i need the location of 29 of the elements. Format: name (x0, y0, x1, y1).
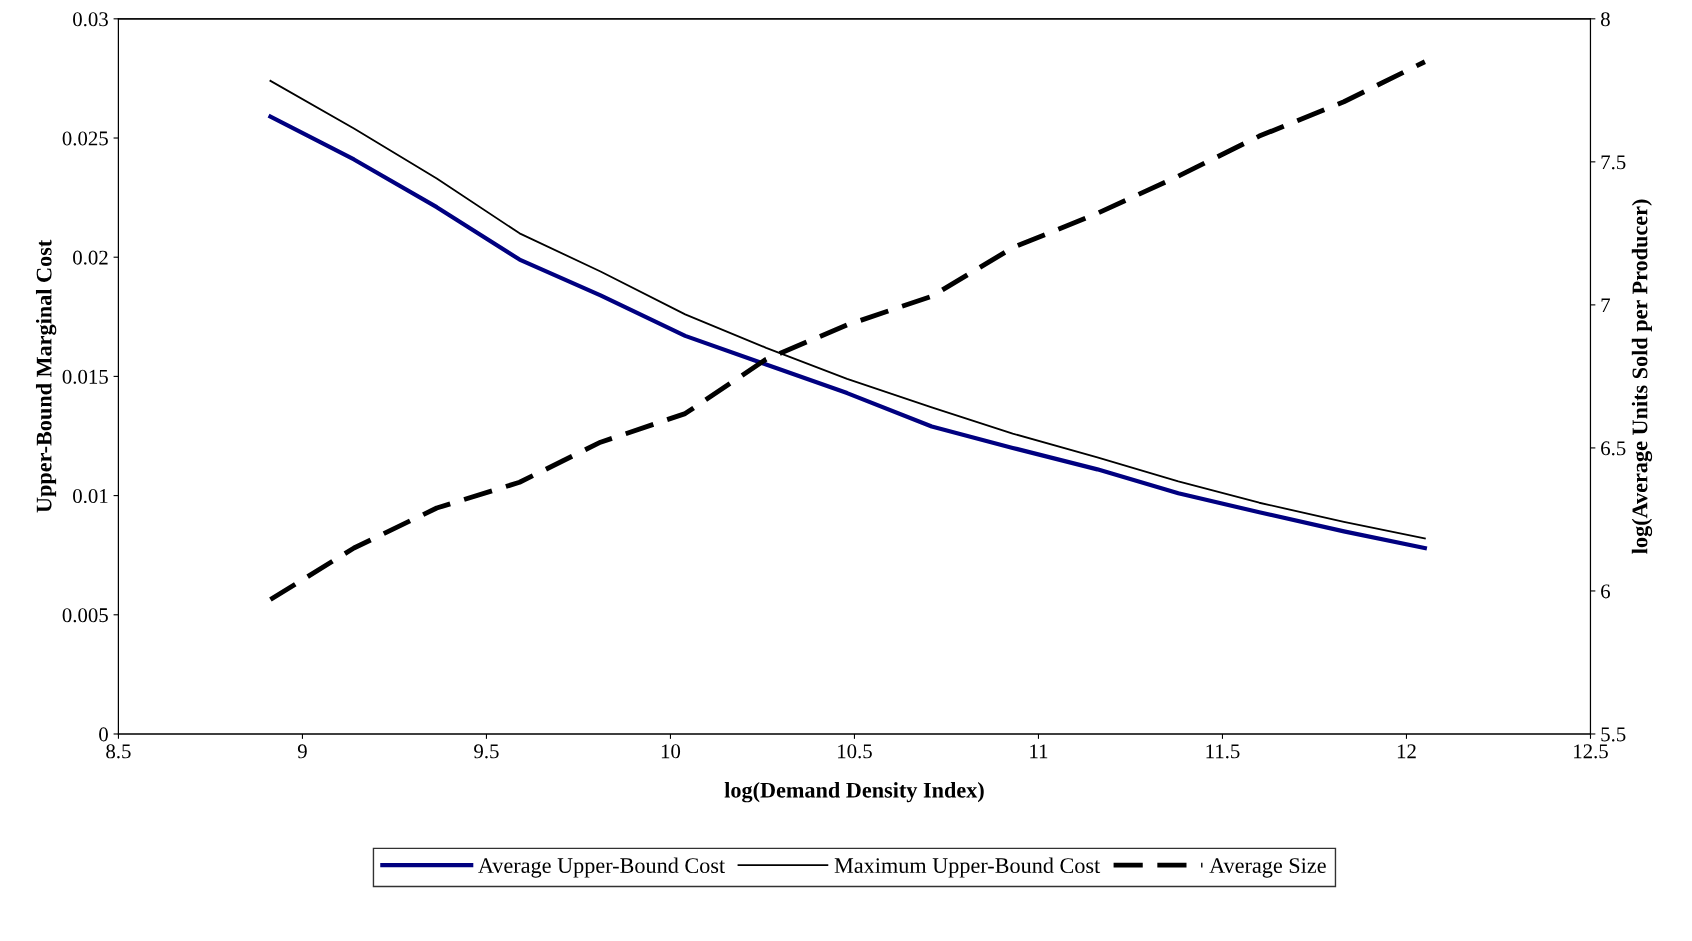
x-tick-label: 8.5 (106, 744, 131, 759)
x-tick-label: 9 (297, 744, 307, 759)
x-tick-label: 12.5 (1574, 744, 1608, 759)
y2-tick-label: 8 (1601, 12, 1610, 27)
y2-tick-label: 6 (1601, 584, 1610, 599)
x-tick-label: 11.5 (1206, 744, 1240, 759)
y2-tick-label: 5.5 (1601, 727, 1626, 742)
y-tick-label: 0.03 (73, 12, 108, 27)
legend-label: Average Upper-Bound Cost (478, 857, 726, 878)
legend-label: Average Size (1209, 858, 1326, 878)
x-tick-label: 9.5 (474, 744, 499, 759)
x-tick-label: 12 (1397, 744, 1416, 759)
y-tick-label: 0.025 (62, 131, 108, 146)
y2-tick-label: 7.5 (1601, 155, 1626, 170)
y-tick-label: 0 (99, 727, 108, 742)
y2-axis-title: log(Average Units Sold per Producer) (1631, 199, 1653, 554)
y-tick-label: 0.015 (62, 369, 108, 384)
y-tick-label: 0.02 (73, 250, 108, 265)
y-tick-label: 0.01 (73, 488, 108, 504)
legend-label: Maximum Upper-Bound Cost (834, 857, 1101, 878)
y-axis-title: Upper-Bound Marginal Cost (35, 239, 57, 513)
x-tick-label: 11 (1030, 744, 1048, 759)
x-tick-label: 10 (661, 744, 681, 759)
line-series (268, 59, 1428, 602)
y-tick-label: 0.005 (62, 608, 108, 623)
x-tick-label: 10.5 (838, 744, 872, 759)
y2-tick-label: 7 (1601, 298, 1611, 313)
x-axis-title: log(Demand Density Index) (724, 782, 984, 803)
y2-tick-label: 6.5 (1601, 441, 1626, 456)
